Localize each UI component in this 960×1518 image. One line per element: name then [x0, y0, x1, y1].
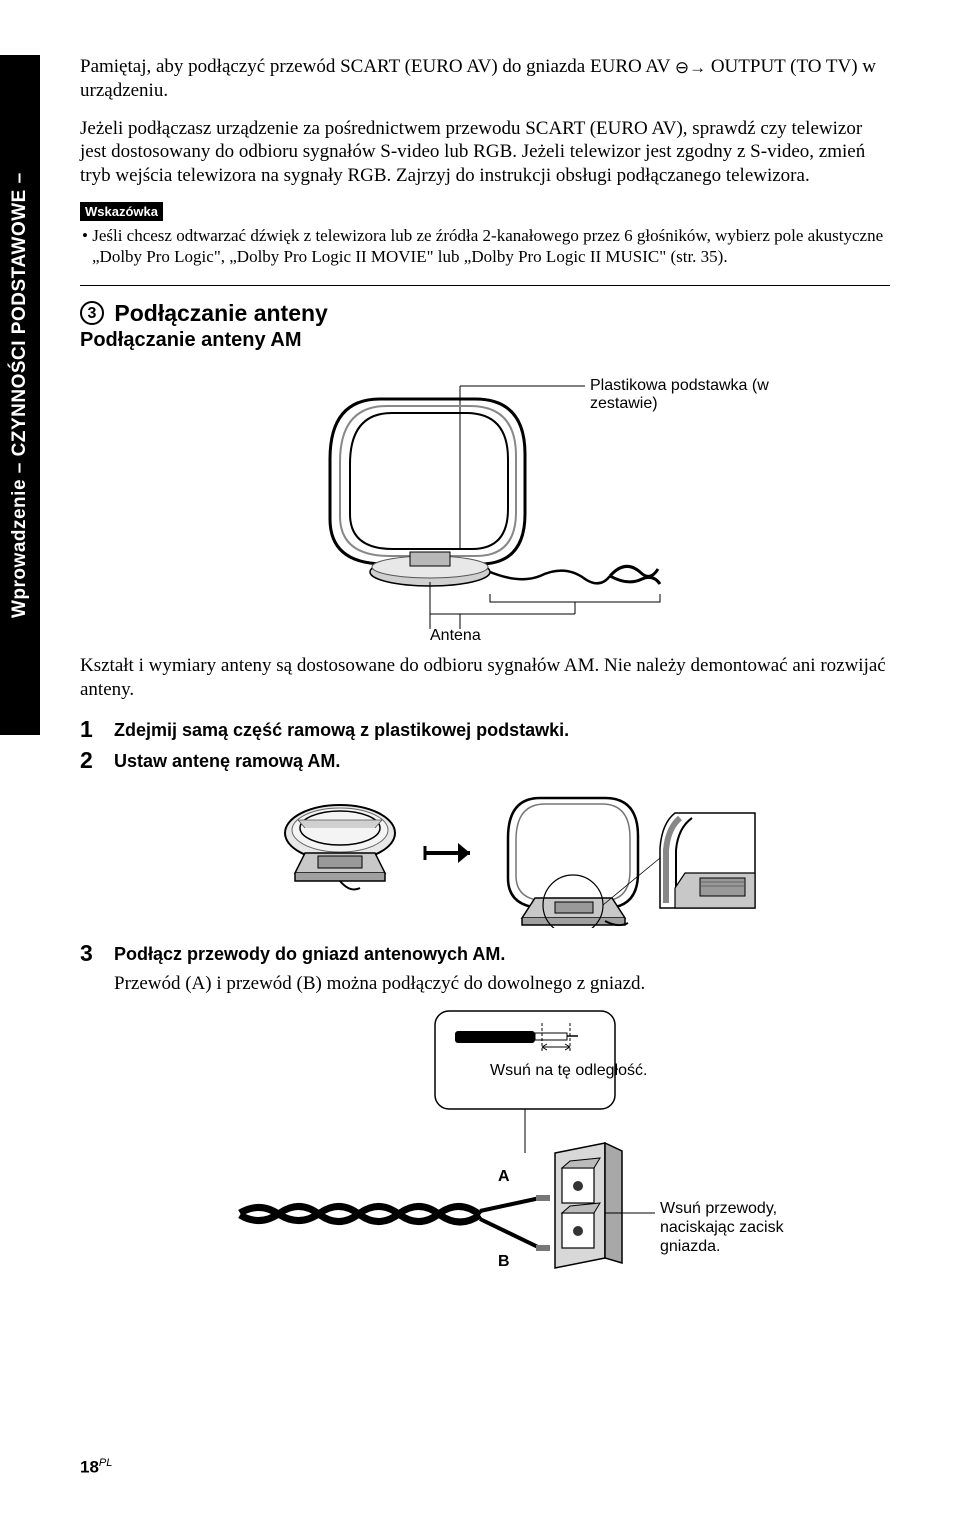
- terminal-figure: Wsuń na tę odległość. A B Wsuń przewody,…: [210, 1003, 830, 1293]
- tip-text: • Jeśli chcesz odtwarzać dźwięk z telewi…: [80, 225, 890, 268]
- callout-antenna: Antena: [430, 627, 481, 645]
- section-heading: 3 Podłączanie anteny: [80, 300, 890, 327]
- section-title: Podłączanie anteny: [114, 300, 327, 326]
- assembly-svg: [260, 778, 760, 928]
- intro-para-2: Jeżeli podłączasz urządzenie za pośredni…: [80, 117, 890, 188]
- output-icon: ⊖→: [675, 57, 706, 78]
- tip-badge: Wskazówka: [80, 202, 163, 221]
- label-b: B: [498, 1253, 510, 1271]
- step-2: 2 Ustaw antenę ramową AM.: [80, 747, 890, 774]
- intro-para-1: Pamiętaj, aby podłączyć przewód SCART (E…: [80, 55, 890, 103]
- intro-1a: Pamiętaj, aby podłączyć przewód SCART (E…: [80, 56, 675, 77]
- shape-note: Kształt i wymiary anteny są dostosowane …: [80, 654, 890, 702]
- sidebar-label: Wprowadzenie – CZYNNOŚCI PODSTAWOWE –: [9, 172, 31, 618]
- label-a: A: [498, 1168, 510, 1186]
- page-content: Pamiętaj, aby podłączyć przewód SCART (E…: [80, 55, 890, 1293]
- section-subtitle: Podłączanie anteny AM: [80, 329, 890, 352]
- step-3-sub: Przewód (A) i przewód (B) można podłączy…: [114, 971, 890, 995]
- step-1-text: Zdejmij samą część ramową z plastikowej …: [114, 716, 569, 741]
- page-number: 18PL: [80, 1457, 112, 1478]
- step-3: 3 Podłącz przewody do gniazd antenowych …: [80, 940, 890, 967]
- step-2-text: Ustaw antenę ramową AM.: [114, 747, 340, 772]
- step-3-num: 3: [80, 940, 114, 967]
- sidebar-tab: Wprowadzenie – CZYNNOŚCI PODSTAWOWE –: [0, 55, 40, 735]
- callout-press: Wsuń przewody, naciskając zacisk gniazda…: [660, 1199, 830, 1257]
- page-num-value: 18: [80, 1458, 99, 1477]
- callout-stand: Plastikowa podstawka (w zestawie): [590, 377, 780, 413]
- antenna-figure: Plastikowa podstawka (w zestawie) Antena: [180, 364, 780, 644]
- step-1: 1 Zdejmij samą część ramową z plastikowe…: [80, 716, 890, 743]
- step-3-text: Podłącz przewody do gniazd antenowych AM…: [114, 940, 505, 965]
- step-1-num: 1: [80, 716, 114, 743]
- step-2-num: 2: [80, 747, 114, 774]
- section-number: 3: [80, 301, 104, 325]
- page-suffix: PL: [99, 1457, 112, 1469]
- assembly-figure: [260, 778, 760, 928]
- callout-insert: Wsuń na tę odległość.: [490, 1061, 647, 1080]
- section-rule: [80, 285, 890, 286]
